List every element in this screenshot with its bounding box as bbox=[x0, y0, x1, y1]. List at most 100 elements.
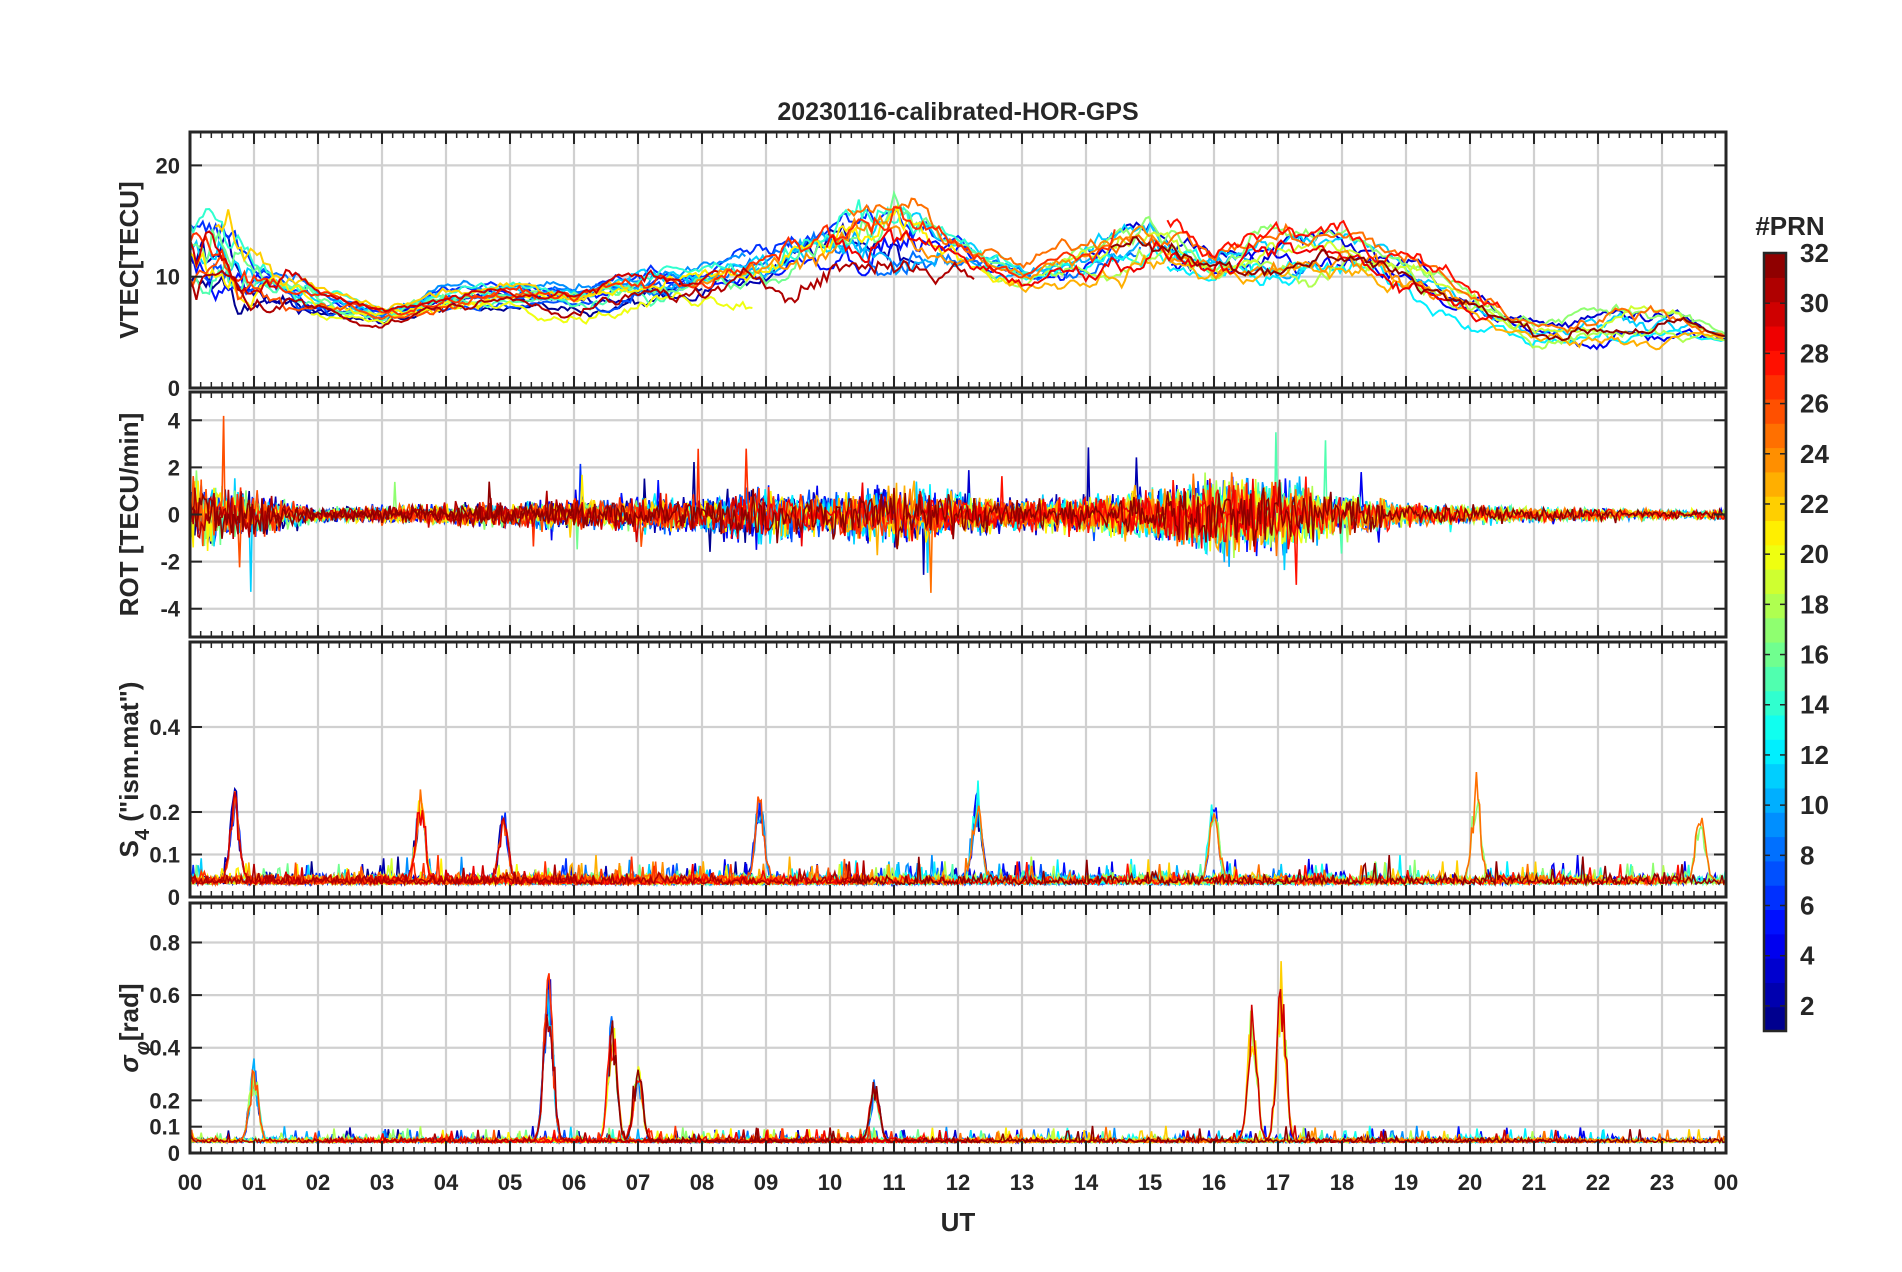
colorbar-segment bbox=[1764, 982, 1786, 1008]
x-axis-label: UT bbox=[941, 1207, 976, 1237]
colorbar-segment bbox=[1764, 496, 1786, 522]
colorbar-tick-label: 14 bbox=[1800, 690, 1829, 720]
series-line-prn-29 bbox=[825, 228, 1493, 323]
panel-frame bbox=[188, 640, 1728, 899]
panel-s4: 0 0.1 0.2 0.4S4 ("ism.mat") bbox=[114, 640, 1728, 910]
x-tick-label: 00 bbox=[1714, 1170, 1738, 1195]
colorbar-segment bbox=[1764, 763, 1786, 789]
colorbar-segment bbox=[1764, 836, 1786, 862]
colorbar-segment bbox=[1764, 544, 1786, 570]
x-tick-label: 11 bbox=[882, 1170, 905, 1195]
y-tick-label: -2 bbox=[160, 550, 180, 575]
x-tick-label: 17 bbox=[1266, 1170, 1290, 1195]
x-tick-label: 10 bbox=[818, 1170, 842, 1195]
colorbar-tick-label: 18 bbox=[1800, 589, 1829, 619]
colorbar-segment bbox=[1764, 277, 1786, 303]
colorbar-tick-label: 32 bbox=[1800, 238, 1829, 268]
x-axis: 00 01 02 03 04 05 06 07 08 09 10 11 12 13 14 15 16 17 18 19… bbox=[178, 1170, 1738, 1195]
colorbar-segment bbox=[1764, 471, 1786, 497]
colorbar-tick-label: 16 bbox=[1800, 640, 1829, 670]
x-tick-label: 19 bbox=[1394, 1170, 1418, 1195]
colorbar-tick-label: 10 bbox=[1800, 790, 1829, 820]
x-tick-label: 08 bbox=[690, 1170, 714, 1195]
colorbar-segment bbox=[1764, 666, 1786, 692]
colorbar-tick-label: 20 bbox=[1800, 539, 1829, 569]
colorbar-segment bbox=[1764, 690, 1786, 716]
panel-sigma_phi: 00.10.2 0.4 0.6 0.8 σφ[rad] bbox=[114, 901, 1728, 1166]
x-tick-label: 20 bbox=[1458, 1170, 1482, 1195]
traces-rot bbox=[190, 415, 1726, 593]
series-line-prn-12 bbox=[625, 484, 1268, 545]
y-axis-label: ROT [TECU/min] bbox=[114, 413, 144, 617]
series-line-prn-32 bbox=[847, 854, 1726, 888]
y-tick-label: 0 bbox=[168, 1141, 180, 1166]
y-tick-label: 0 bbox=[168, 376, 180, 401]
y-tick-label: -4 bbox=[160, 597, 180, 622]
colorbar-tick-label: 8 bbox=[1800, 840, 1814, 870]
traces-s4 bbox=[190, 772, 1726, 888]
x-tick-label: 05 bbox=[498, 1170, 522, 1195]
panel-frame bbox=[188, 901, 1728, 1155]
colorbar-segment bbox=[1764, 617, 1786, 643]
series-line-prn-3 bbox=[445, 979, 964, 1145]
chart-title: 20230116-calibrated-HOR-GPS bbox=[777, 98, 1138, 126]
colorbar-segment bbox=[1764, 1006, 1786, 1032]
colorbar-segment bbox=[1764, 739, 1786, 765]
colorbar-segment bbox=[1764, 325, 1786, 351]
panel-vtec: 0 10 20 VTEC[TECU] bbox=[114, 130, 1728, 401]
series-line-prn-14 bbox=[243, 1080, 1115, 1145]
series-line-prn-28 bbox=[1166, 218, 1502, 309]
series-line-prn-31 bbox=[190, 1014, 799, 1145]
series-line-prn-26 bbox=[190, 415, 687, 568]
series-line-prn-16 bbox=[190, 189, 1026, 317]
x-tick-label: 02 bbox=[306, 1170, 330, 1195]
x-tick-label: 03 bbox=[370, 1170, 394, 1195]
x-tick-label: 06 bbox=[562, 1170, 586, 1195]
colorbar-tick-label: 30 bbox=[1800, 288, 1829, 318]
colorbar-segment bbox=[1764, 787, 1786, 813]
x-tick-label: 14 bbox=[1074, 1170, 1099, 1195]
series-line-prn-25 bbox=[846, 197, 1725, 337]
series-line-prn-22 bbox=[214, 209, 629, 313]
colorbar-segment bbox=[1764, 958, 1786, 983]
colorbar-tick-label: 28 bbox=[1800, 338, 1829, 368]
series-line-prn-23 bbox=[1005, 249, 1724, 351]
colorbar-tick-label: 12 bbox=[1800, 740, 1829, 770]
series-line-prn-18 bbox=[978, 245, 1725, 350]
y-tick-label: 0.1 bbox=[149, 1115, 180, 1140]
y-tick-label: 0 bbox=[168, 503, 180, 528]
series-line-prn-5 bbox=[842, 791, 1379, 888]
x-tick-label: 07 bbox=[626, 1170, 650, 1195]
y-tick-label: 0.2 bbox=[149, 1088, 180, 1113]
series-line-prn-25 bbox=[904, 472, 1726, 593]
colorbar-tick-label: 6 bbox=[1800, 891, 1814, 921]
y-axis-label: σφ[rad] bbox=[114, 983, 154, 1072]
colorbar-tick-label: 26 bbox=[1800, 389, 1829, 419]
series-line-prn-31 bbox=[190, 860, 866, 887]
x-tick-label: 01 bbox=[242, 1170, 266, 1195]
colorbar-segment bbox=[1764, 398, 1786, 424]
colorbar-segment bbox=[1764, 569, 1786, 594]
y-tick-label: 0.6 bbox=[149, 983, 180, 1008]
panel-frame bbox=[188, 130, 1728, 390]
x-tick-label: 12 bbox=[946, 1170, 970, 1195]
x-tick-label: 04 bbox=[434, 1170, 459, 1195]
colorbar-segment bbox=[1764, 301, 1786, 327]
series-line-prn-32 bbox=[608, 1020, 1725, 1145]
series-line-prn-32 bbox=[1110, 236, 1726, 342]
colorbar-tick-label: 22 bbox=[1800, 489, 1829, 519]
colorbar-segment bbox=[1764, 447, 1786, 473]
x-tick-label: 16 bbox=[1202, 1170, 1226, 1195]
colorbar-tick-label: 24 bbox=[1800, 439, 1829, 469]
traces-vtec bbox=[190, 189, 1726, 351]
colorbar-segment bbox=[1764, 520, 1786, 546]
colorbar-segment bbox=[1764, 812, 1786, 838]
y-tick-label: 0.4 bbox=[149, 715, 180, 740]
x-tick-label: 15 bbox=[1138, 1170, 1162, 1195]
y-tick-label: 20 bbox=[156, 153, 180, 178]
y-axis-label: S4 ("ism.mat") bbox=[114, 682, 154, 858]
colorbar-segment bbox=[1764, 642, 1786, 667]
colorbar-segment bbox=[1764, 374, 1786, 400]
